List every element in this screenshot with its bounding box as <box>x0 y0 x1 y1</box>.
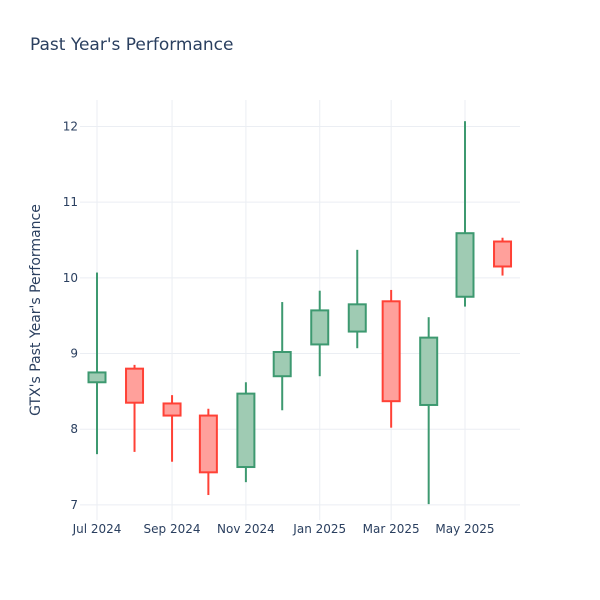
y-axis-label: GTX's Past Year's Performance <box>28 204 44 416</box>
candle-body <box>381 300 401 403</box>
candle-increasing <box>87 272 107 455</box>
candle-increasing <box>419 317 439 505</box>
y-tick-label: 9 <box>70 347 78 361</box>
y-tick-label: 8 <box>70 422 78 436</box>
candle-body <box>347 303 367 333</box>
candle-decreasing <box>198 408 218 496</box>
candle-increasing <box>455 121 475 307</box>
candle-decreasing <box>381 289 401 428</box>
candle-increasing <box>236 382 256 483</box>
candle-body <box>272 351 292 378</box>
y-tick-label: 10 <box>63 271 78 285</box>
candle-increasing <box>310 290 330 377</box>
candle-body <box>493 240 513 268</box>
candle-body <box>455 232 475 298</box>
candle-decreasing <box>162 395 182 462</box>
candle-body <box>419 336 439 406</box>
x-tick-label: Jan 2025 <box>292 522 346 536</box>
candle-decreasing <box>493 237 513 276</box>
x-tick-label: Sep 2024 <box>144 522 201 536</box>
candle-body <box>198 414 218 474</box>
x-tick-label: Nov 2024 <box>217 522 275 536</box>
candle-increasing <box>347 249 367 349</box>
chart-title: Past Year's Performance <box>30 35 234 55</box>
candle-body <box>162 402 182 417</box>
y-axis-ticks: 7 8 9 10 11 12 <box>63 119 78 511</box>
x-axis-ticks: Jul 2024 Sep 2024 Nov 2024 Jan 2025 Mar 2025… <box>72 522 495 536</box>
candles <box>87 121 513 505</box>
x-tick-label: Mar 2025 <box>363 522 420 536</box>
candle-body <box>236 392 256 469</box>
candle-body <box>125 367 145 404</box>
y-tick-label: 12 <box>63 119 78 133</box>
candle-body <box>310 309 330 346</box>
x-tick-label: Jul 2024 <box>72 522 122 536</box>
x-tick-label: May 2025 <box>435 522 494 536</box>
grid-lines <box>80 100 520 520</box>
candle-increasing <box>272 302 292 411</box>
y-tick-label: 7 <box>70 498 78 512</box>
y-tick-label: 11 <box>63 195 78 209</box>
candle-decreasing <box>125 364 145 452</box>
candle-body <box>87 371 107 384</box>
